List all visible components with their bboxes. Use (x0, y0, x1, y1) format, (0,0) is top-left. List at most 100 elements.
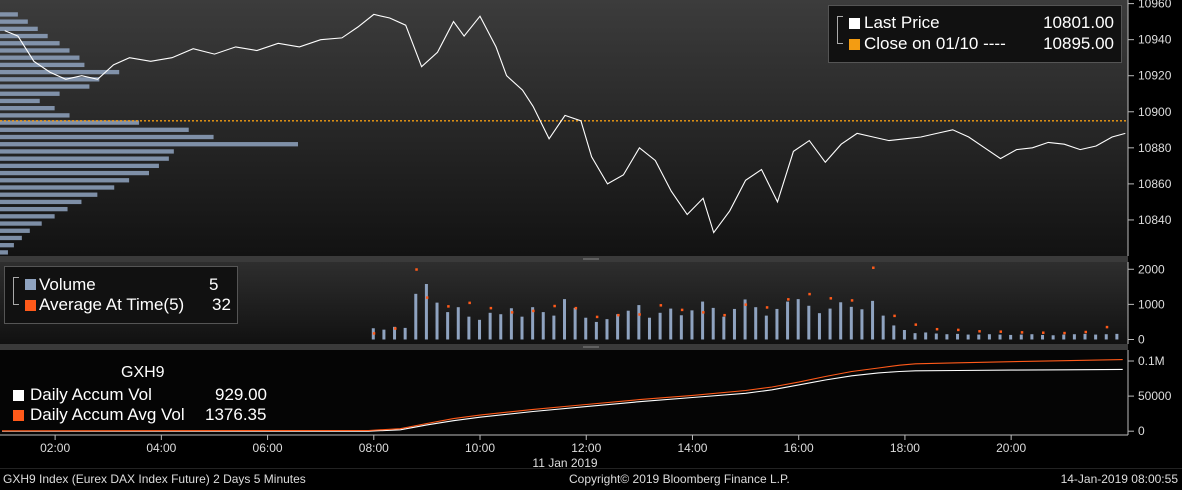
volume-bar (701, 301, 705, 340)
volume-bar (552, 315, 556, 340)
volume-profile-bar (0, 113, 70, 118)
time-tick-label: 02:00 (40, 441, 70, 455)
volume-bars (371, 284, 1119, 340)
volume-bar (807, 305, 811, 340)
volume-bar (1072, 334, 1076, 340)
accum-vol-swatch (13, 390, 24, 401)
volume-profile-bar (0, 243, 14, 248)
volume-profile-bar (0, 163, 159, 169)
volume-profile-bar (0, 98, 40, 104)
last-price-series (4, 13, 1126, 234)
volume-bar (881, 315, 885, 340)
accum-panel (0, 350, 1128, 435)
accum-panel-title: GXH9 (121, 364, 165, 381)
average-dot (553, 304, 556, 308)
volume-bar (711, 307, 715, 340)
volume-profile-bar (0, 156, 169, 161)
time-axis-ticks: 02:00 04:00 06:00 08:00 10:00 12:00 14:00 16:00… (40, 435, 1026, 455)
volume-bar (669, 308, 673, 340)
accum-legend: GXH9 Daily Accum Vol 929.00 Daily Accum … (0, 364, 290, 426)
volume-bar (817, 313, 821, 340)
average-dot (617, 313, 620, 317)
volume-axis-ticks: 2000 1000 0 (1128, 262, 1165, 346)
average-dot (935, 327, 939, 331)
volume-profile-bar (0, 142, 298, 147)
volume-bar (1083, 333, 1087, 340)
average-dot (1042, 331, 1045, 334)
volume-value: 5 (209, 275, 219, 294)
last-price-swatch (849, 18, 860, 29)
volume-profile-bar (0, 178, 130, 183)
time-tick-label: 20:00 (996, 441, 1026, 455)
volume-bar (998, 334, 1002, 340)
volume-bar (647, 317, 651, 340)
footer-bar (0, 468, 1182, 490)
average-dot (999, 330, 1003, 333)
average-dot (744, 303, 748, 306)
accum-tick-label: 0.1M (1138, 354, 1165, 368)
volume-bar (393, 326, 397, 340)
accum-avg-swatch (13, 410, 24, 421)
price-legend[interactable]: Last Price 10801.00 Close on 01/10 ---- … (828, 5, 1122, 63)
right-axis-area (1128, 0, 1182, 468)
average-dot (808, 292, 811, 296)
price-tick-label: 10940 (1138, 33, 1172, 47)
average-dot (468, 301, 471, 305)
volume-profile-bar (0, 12, 18, 17)
volume-bar (839, 302, 843, 340)
legend-pin-icon (837, 16, 843, 44)
volume-bar (573, 307, 577, 340)
volume-profile-bar (0, 120, 140, 125)
accum-vol-label: Daily Accum Vol (30, 385, 152, 404)
price-tick-label: 10920 (1138, 69, 1172, 83)
price-axis-ticks: 10960 10940 10920 10900 10880 10860 10840 (1128, 0, 1172, 227)
last-price-line (4, 13, 1126, 234)
volume-bar (467, 316, 471, 340)
volume-bar (541, 312, 545, 340)
volume-profile-bar (0, 69, 120, 75)
accum-avg-series (1, 359, 1123, 432)
time-tick-label: 16:00 (784, 441, 814, 455)
volume-profile-bar (0, 77, 100, 82)
footer-security: GXH9 Index (Eurex DAX Index Future) 2 Da… (3, 472, 306, 486)
volume-profile-bar (0, 199, 82, 205)
volume-bar (616, 314, 620, 340)
price-tick-label: 10960 (1138, 0, 1172, 11)
volume-bar (658, 312, 662, 340)
volume-bar (828, 308, 832, 340)
average-dot (829, 297, 833, 300)
volume-bar (456, 307, 460, 340)
last-price-label: Last Price (864, 13, 940, 32)
accum-vol-series (2, 368, 1123, 432)
volume-profile-bar (0, 149, 174, 154)
volume-bar (775, 308, 779, 340)
volume-bar (478, 319, 482, 340)
last-price-value: 10801.00 (1043, 13, 1114, 32)
x-axis-date-label: 11 Jan 2019 (532, 456, 597, 468)
volume-profile-bar (0, 235, 22, 241)
volume-bar (1115, 333, 1119, 340)
average-dot (659, 304, 663, 307)
average-dot (893, 314, 896, 318)
volume-profile-bar (0, 214, 55, 219)
volume-bar (966, 334, 970, 340)
volume-bar (1062, 334, 1066, 340)
volume-bar (520, 316, 524, 340)
average-dot (447, 305, 450, 308)
volume-legend-pin-icon (13, 277, 19, 305)
average-dot (702, 311, 705, 314)
volume-bar (605, 319, 609, 340)
average-dot (872, 266, 875, 270)
volume-bar (977, 334, 981, 340)
volume-bar (743, 299, 747, 340)
volume-legend[interactable]: Volume 5 Average At Time(5) 32 (4, 266, 238, 324)
volume-bar (382, 329, 386, 340)
volume-bar (679, 315, 683, 340)
average-dot (532, 309, 535, 313)
volume-bar (849, 306, 853, 340)
volume-bar (403, 327, 407, 340)
volume-bar (987, 334, 991, 340)
avg-time-label: Average At Time(5) (39, 295, 185, 314)
accum-vol-value: 929.00 (215, 385, 267, 404)
